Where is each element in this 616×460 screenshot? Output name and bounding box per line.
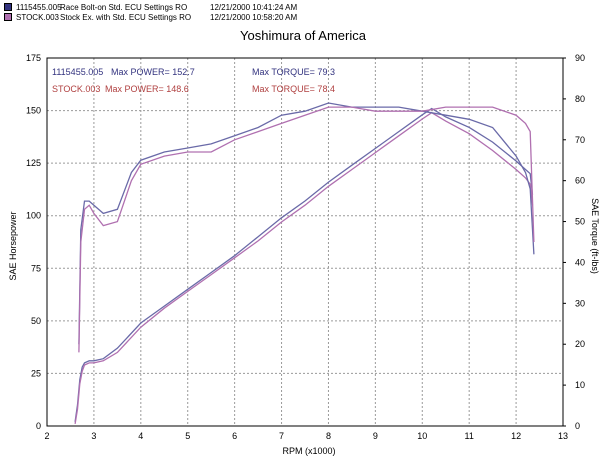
y2-tick-label: 60 [575, 176, 585, 186]
y2-tick-label: 50 [575, 217, 585, 227]
y2-axis-ticks: 0 10 20 30 40 50 60 70 80 90 [563, 53, 585, 431]
annotation-run-1-power: Max POWER= 152.7 [111, 67, 195, 77]
legend-desc-1: Race Bolt-on Std. ECU Settings RO [60, 3, 188, 12]
series-line-2 [74, 111, 534, 425]
y2-tick-label: 30 [575, 298, 585, 308]
legend-run-1: 1115455.005 [16, 3, 62, 12]
x-tick-label: 13 [558, 431, 568, 441]
y-tick-label: 100 [26, 211, 41, 221]
legend-swatch-2 [4, 13, 12, 21]
x-tick-label: 6 [232, 431, 237, 441]
x-tick-label: 9 [373, 431, 378, 441]
x-tick-label: 4 [138, 431, 143, 441]
x-tick-label: 8 [326, 431, 331, 441]
x-tick-label: 12 [511, 431, 521, 441]
annotation-run-1-torque: Max TORQUE= 79.3 [252, 67, 335, 77]
y-tick-label: 75 [31, 263, 41, 273]
legend-run-2: STOCK.003 [16, 13, 59, 22]
series-line-1 [74, 107, 534, 422]
y2-axis-label: SAE Torque (ft-lbs) [590, 198, 600, 274]
y-tick-label: 0 [36, 421, 41, 431]
y-tick-label: 175 [26, 53, 41, 63]
x-tick-label: 5 [185, 431, 190, 441]
plot-frame [46, 57, 564, 427]
y-axis-label: SAE Horsepower [8, 211, 18, 280]
x-tick-label: 10 [417, 431, 427, 441]
annotation-run-2: STOCK.003 Max POWER= 148.6 Max TORQUE= 7… [52, 84, 335, 94]
y2-tick-label: 90 [575, 53, 585, 63]
x-tick-label: 11 [465, 431, 474, 441]
series-line-3 [78, 102, 535, 345]
y2-tick-label: 10 [575, 380, 585, 390]
y-tick-label: 150 [26, 106, 41, 116]
annotation-run-2-power: Max POWER= 148.6 [105, 84, 189, 94]
x-axis-ticks: 2 3 4 5 6 7 8 9 10 11 12 13 [44, 431, 568, 441]
series-line-4 [78, 106, 535, 353]
x-axis-label: RPM (x1000) [282, 446, 335, 456]
y-axis-ticks: 0 25 50 75 100 125 150 175 [26, 53, 41, 431]
legend-row-1: 1115455.005Race Bolt-on Std. ECU Setting… [4, 3, 297, 13]
x-tick-label: 2 [44, 431, 49, 441]
y2-tick-label: 0 [575, 421, 580, 431]
y2-tick-label: 20 [575, 339, 585, 349]
annotation-run-1-id: 1115455.005 [52, 67, 103, 77]
y-tick-label: 25 [31, 368, 41, 378]
chart-grid [47, 58, 563, 426]
chart-series [74, 102, 535, 425]
legend-row-2: STOCK.003Stock Ex. with Std. ECU Setting… [4, 13, 297, 23]
x-tick-label: 3 [91, 431, 96, 441]
y2-tick-label: 80 [575, 94, 585, 104]
legend-desc-2: Stock Ex. with Std. ECU Settings RO [60, 13, 192, 22]
annotation-run-2-torque: Max TORQUE= 78.4 [252, 84, 335, 94]
y2-tick-label: 70 [575, 135, 585, 145]
legend-swatch-1 [4, 3, 12, 11]
chart-title: Yoshimura of America [240, 28, 367, 43]
annotation-run-1: 1115455.005 Max POWER= 152.7 Max TORQUE=… [52, 67, 335, 77]
y-tick-label: 125 [26, 158, 41, 168]
y2-tick-label: 40 [575, 257, 585, 267]
annotation-run-2-id: STOCK.003 [52, 84, 100, 94]
x-tick-label: 7 [279, 431, 284, 441]
y-tick-label: 50 [31, 316, 41, 326]
legend-date-2: 12/21/2000 10:58:20 AM [210, 13, 298, 22]
legend-date-1: 12/21/2000 10:41:24 AM [210, 3, 298, 12]
